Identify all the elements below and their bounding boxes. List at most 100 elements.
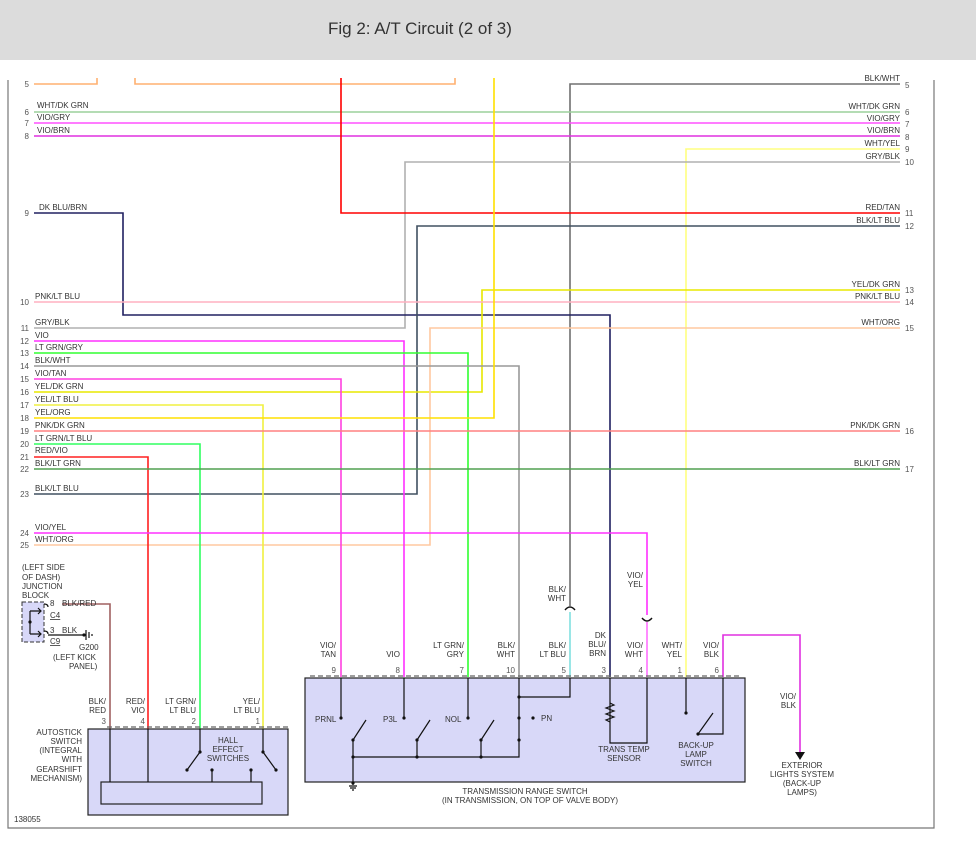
diagram-mark (531, 716, 535, 720)
diagram-label: VIO/ (627, 571, 644, 580)
wire-label: PNK/LT BLU (855, 292, 900, 301)
diagram-label: YEL (667, 650, 683, 659)
junction-block: (LEFT SIDE OF DASH) JUNCTION BLOCK 8 BLK… (21, 563, 99, 671)
diagram-label: WHT/ (662, 641, 683, 650)
figure-id: 138055 (14, 815, 41, 824)
diagram-mark (684, 711, 688, 715)
diagram-label: 7 (460, 666, 465, 675)
diagram-label: GEARSHIFT (36, 765, 82, 774)
wire-label: WHT/YEL (864, 139, 900, 148)
wire-num: 23 (20, 490, 29, 499)
wire-num: 8 (905, 133, 910, 142)
wire-blk-lt-blu (34, 225, 900, 495)
diagram-label: TRANSMISSION RANGE SWITCH (462, 787, 588, 796)
diagram-label: C4 (50, 611, 61, 620)
diagram-label: BRN (589, 649, 606, 658)
diagram-label: (BACK-UP (783, 779, 821, 788)
diagram-label: BLK (781, 701, 797, 710)
wire-label: VIO/BRN (867, 126, 900, 135)
diagram-label: NOL (445, 715, 462, 724)
wire-num: 17 (905, 465, 914, 474)
diagram-label: BLK (62, 626, 78, 635)
wire-num: 7 (25, 119, 30, 128)
wire-num: 25 (20, 541, 29, 550)
diagram-label: LIGHTS SYSTEM (770, 770, 834, 779)
diagram-label: LT BLU (234, 706, 261, 715)
wire-num: 13 (905, 286, 914, 295)
exterior-lights: VIO/ BLK EXTERIOR LIGHTS SYSTEM (BACK-UP… (770, 692, 834, 797)
wire-label: WHT/ORG (861, 318, 900, 327)
diagram-label: BLOCK (22, 591, 50, 600)
wire-vio-blk (722, 634, 801, 752)
right-wire-labels: BLK/WHT 5 WHT/DK GRN 6 VIO/GRY 7 VIO/BRN 8 W… (848, 74, 914, 474)
diagram-mark (28, 620, 32, 624)
wire-vio-yel (34, 532, 648, 615)
wire-num: 10 (20, 298, 29, 307)
wire-red-vio (34, 456, 149, 729)
wire-label: PNK/DK GRN (850, 421, 900, 430)
wire-label: VIO/BRN (37, 126, 70, 135)
diagram-mark (517, 738, 521, 742)
diagram-label: 9 (332, 666, 337, 675)
diagram-label: TAN (321, 650, 337, 659)
diagram-label: BLK/ (549, 641, 567, 650)
wire-num: 20 (20, 440, 29, 449)
wire-num: 16 (905, 427, 914, 436)
diagram-label: GRY (447, 650, 465, 659)
wire-num: 24 (20, 529, 29, 538)
wire-num: 12 (905, 222, 914, 231)
diagram-label: PRNL (315, 715, 337, 724)
wire-num: 15 (905, 324, 914, 333)
diagram-mark (415, 738, 419, 742)
diagram-mark (274, 768, 278, 772)
wires (34, 78, 900, 760)
wire-label: BLK/LT GRN (35, 459, 81, 468)
diagram-label: VIO/ (627, 641, 644, 650)
thermistor-icon (604, 702, 616, 723)
wire-label: PNK/DK GRN (35, 421, 85, 430)
wire-label: WHT/DK GRN (37, 101, 89, 110)
diagram-label: 3 (50, 626, 55, 635)
diagram-mark (351, 781, 355, 785)
diagram-mark (351, 738, 355, 742)
diagram-mark (261, 750, 265, 754)
diagram-label: BLK/ (549, 585, 567, 594)
diagram-label: 5 (562, 666, 567, 675)
wire-num: 12 (20, 337, 29, 346)
diagram-mark (696, 732, 700, 736)
diagram-label: SENSOR (607, 754, 641, 763)
diagram-label: YEL (628, 580, 644, 589)
diagram-label: VIO/ (703, 641, 720, 650)
diagram-label: LT BLU (540, 650, 567, 659)
diagram-label: BLK (704, 650, 720, 659)
wire-num: 11 (905, 209, 914, 218)
diagram-mark (466, 716, 470, 720)
wire-yel-lt-blu (34, 404, 264, 729)
diagram-label: LT GRN/ (433, 641, 465, 650)
diagram-mark (210, 768, 214, 772)
diagram-label: VIO/ (320, 641, 337, 650)
wire-num: 6 (905, 108, 910, 117)
diagram-label: JUNCTION (22, 582, 63, 591)
diagram-label: 8 (396, 666, 401, 675)
wire-num: 6 (25, 108, 30, 117)
diagram-label: LAMP (685, 750, 707, 759)
wire-num: 13 (20, 349, 29, 358)
diagram-label: VIO (131, 706, 145, 715)
header-bar: Fig 2: A/T Circuit (2 of 3) (0, 0, 976, 60)
wire-num: 11 (21, 324, 30, 333)
wire-label: YEL/DK GRN (35, 382, 84, 391)
diagram-label: 2 (192, 717, 197, 726)
diagram-label: 8 (50, 599, 55, 608)
diagram-label: SWITCHES (207, 754, 249, 763)
wire-label: VIO/GRY (37, 113, 71, 122)
wire-num: 10 (905, 158, 914, 167)
diagram-label: G200 (79, 643, 99, 652)
transmission-range-switch: PRNL P3L NOL PN TRANS TEMP SENSOR BACK-U… (304, 571, 746, 805)
wire-wht-yel (685, 148, 900, 677)
diagram-label: 4 (141, 717, 146, 726)
wire-blk-red (62, 603, 111, 729)
arrow-down-icon (795, 752, 805, 760)
wire-lt-grn-lt-blu (34, 443, 201, 729)
page-title: Fig 2: A/T Circuit (2 of 3) (328, 19, 512, 38)
